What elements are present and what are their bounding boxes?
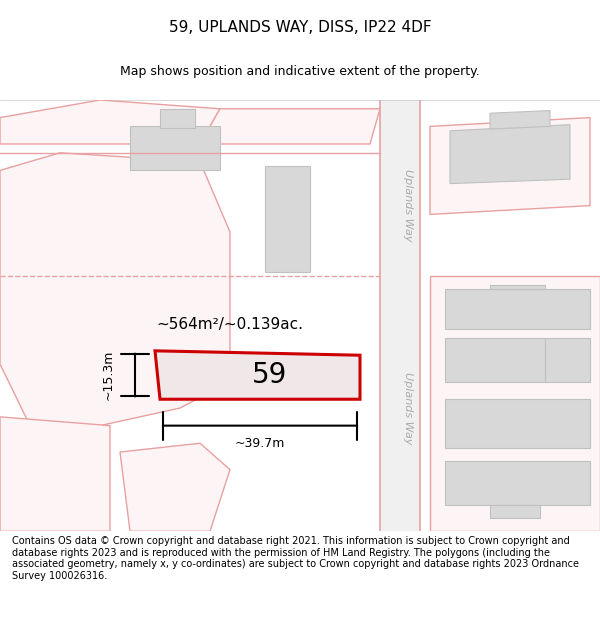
Text: Uplands Way: Uplands Way [403, 169, 413, 242]
Text: Uplands Way: Uplands Way [403, 372, 413, 444]
Polygon shape [445, 338, 545, 382]
Text: Contains OS data © Crown copyright and database right 2021. This information is : Contains OS data © Crown copyright and d… [12, 536, 579, 581]
Text: ~564m²/~0.139ac.: ~564m²/~0.139ac. [157, 317, 304, 332]
Polygon shape [130, 126, 220, 171]
Polygon shape [445, 461, 590, 505]
Polygon shape [200, 109, 380, 144]
Text: ~15.3m: ~15.3m [102, 350, 115, 400]
Polygon shape [545, 338, 590, 382]
Polygon shape [430, 118, 590, 214]
Polygon shape [160, 109, 195, 128]
Polygon shape [490, 285, 545, 289]
Polygon shape [445, 399, 590, 448]
Polygon shape [0, 100, 220, 144]
Polygon shape [120, 443, 230, 531]
Polygon shape [445, 289, 590, 329]
Text: Map shows position and indicative extent of the property.: Map shows position and indicative extent… [120, 66, 480, 79]
Polygon shape [265, 166, 310, 272]
Polygon shape [155, 351, 360, 399]
Text: 59: 59 [253, 361, 287, 389]
Text: ~39.7m: ~39.7m [235, 437, 285, 450]
Polygon shape [380, 100, 420, 531]
Polygon shape [450, 124, 570, 184]
Polygon shape [430, 276, 600, 531]
Polygon shape [0, 152, 230, 426]
Polygon shape [490, 111, 550, 129]
Polygon shape [0, 417, 110, 531]
Polygon shape [490, 505, 540, 518]
Text: 59, UPLANDS WAY, DISS, IP22 4DF: 59, UPLANDS WAY, DISS, IP22 4DF [169, 21, 431, 36]
